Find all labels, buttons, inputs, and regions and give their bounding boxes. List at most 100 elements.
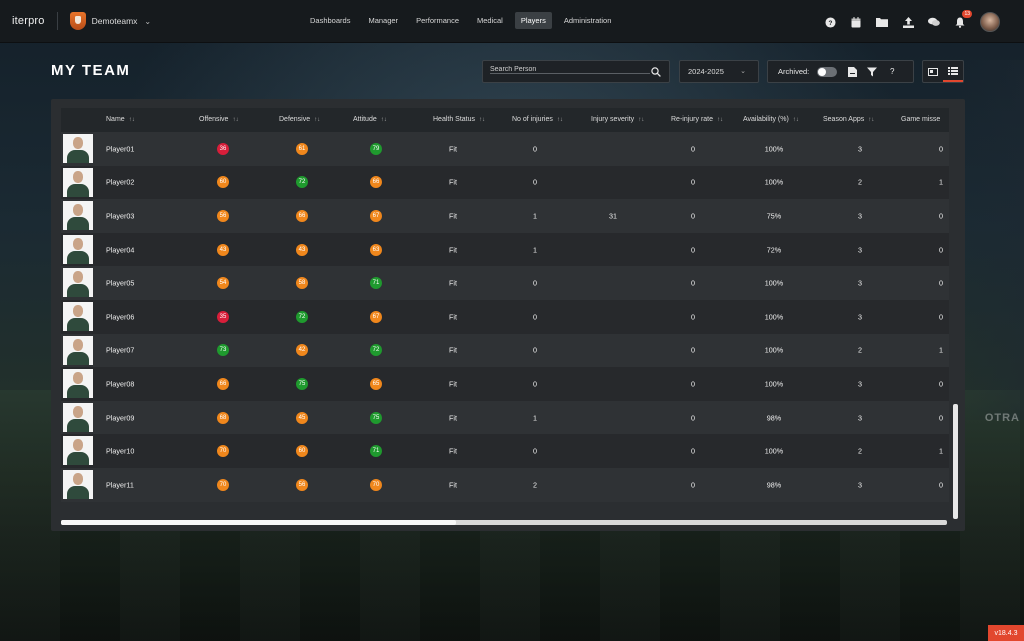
vertical-scrollbar[interactable] xyxy=(953,122,958,519)
bell-icon[interactable]: 13 xyxy=(954,10,972,28)
nav-administration[interactable]: Administration xyxy=(563,16,612,25)
filter-icon[interactable] xyxy=(867,67,878,77)
availability: 72% xyxy=(766,245,782,255)
player-name[interactable]: Player11 xyxy=(106,480,134,490)
column-label: Injury severity xyxy=(591,116,635,123)
sort-icon[interactable]: ↑↓ xyxy=(638,117,645,123)
archived-toggle[interactable] xyxy=(817,66,838,77)
table-row[interactable]: Player05 54 58 71 Fit 0 0 100% 3 0 xyxy=(61,266,949,300)
stadium-stand xyxy=(954,60,1024,420)
table-row[interactable]: Player01 36 61 79 Fit 0 0 100% 3 0 xyxy=(61,132,949,166)
defensive-score: 61 xyxy=(296,142,308,155)
player-name[interactable]: Player02 xyxy=(106,177,135,187)
sort-icon[interactable]: ↑↓ xyxy=(792,117,799,123)
user-avatar[interactable] xyxy=(980,12,1000,32)
question-icon[interactable]: ? xyxy=(890,67,895,76)
table-row[interactable]: Player10 70 60 71 Fit 0 0 100% 2 1 xyxy=(61,434,949,468)
sort-icon[interactable]: ↑↓ xyxy=(128,117,135,123)
games-missed: 0 xyxy=(939,480,943,490)
player-photo xyxy=(63,234,93,264)
search-icon[interactable] xyxy=(651,67,661,77)
table-row[interactable]: Player06 35 72 67 Fit 0 0 100% 3 0 xyxy=(61,300,949,334)
player-photo xyxy=(63,302,93,331)
team-crest-icon xyxy=(69,12,86,30)
nav-players[interactable]: Players xyxy=(514,12,552,29)
injuries-count: 0 xyxy=(533,144,537,154)
attitude-score: 72 xyxy=(370,344,382,357)
table-row[interactable]: Player04 43 43 63 Fit 1 0 72% 3 0 xyxy=(61,232,949,267)
chat-icon[interactable] xyxy=(928,16,940,28)
th-games-missed[interactable]: Game misse xyxy=(901,116,940,123)
th-injuries[interactable]: No of injuries ↑↓ xyxy=(512,116,563,123)
reinjury-rate: 0 xyxy=(691,446,695,456)
th-injury-severity[interactable]: Injury severity ↑↓ xyxy=(591,116,644,123)
team-selector[interactable]: Demoteamx xyxy=(91,16,138,26)
notification-badge: 13 xyxy=(962,10,972,18)
nav-manager[interactable]: Manager xyxy=(368,16,399,25)
column-label: Game misse xyxy=(901,116,941,123)
th-name[interactable]: Name ↑↓ xyxy=(106,116,135,123)
th-attitude[interactable]: Attitude ↑↓ xyxy=(353,116,387,123)
sort-icon[interactable]: ↑↓ xyxy=(232,117,239,123)
list-view-icon[interactable] xyxy=(943,61,963,82)
version-badge: v18.4.3 xyxy=(988,625,1024,641)
calendar-icon[interactable] xyxy=(850,16,862,28)
th-defensive[interactable]: Defensive ↑↓ xyxy=(279,116,320,123)
player-name[interactable]: Player10 xyxy=(106,446,135,456)
sort-icon[interactable]: ↑↓ xyxy=(868,117,875,123)
chevron-down-icon[interactable]: ⌄ xyxy=(144,16,152,26)
card-view-icon[interactable] xyxy=(923,61,943,82)
page-title: MY TEAM xyxy=(51,62,131,79)
player-name[interactable]: Player04 xyxy=(106,245,135,255)
games-missed: 0 xyxy=(939,245,943,255)
games-missed: 0 xyxy=(939,211,943,221)
sort-icon[interactable]: ↑↓ xyxy=(380,117,387,123)
help-icon[interactable]: ? xyxy=(824,16,836,28)
horizontal-scrollbar[interactable] xyxy=(61,520,947,525)
top-navigation-bar: iterpro Demoteamx ⌄ Dashboards Manager P… xyxy=(0,0,1024,43)
search-input[interactable] xyxy=(490,66,650,74)
nav-performance[interactable]: Performance xyxy=(416,16,459,25)
player-name[interactable]: Player08 xyxy=(106,379,135,389)
horizontal-scroll-thumb[interactable] xyxy=(61,520,456,525)
table-row[interactable]: Player11 70 56 70 Fit 2 0 98% 3 0 xyxy=(61,468,949,502)
player-name[interactable]: Player01 xyxy=(106,144,135,154)
season-select[interactable]: 2024-2025 ⌄ xyxy=(679,60,759,83)
player-name[interactable]: Player06 xyxy=(106,312,135,322)
sort-icon[interactable]: ↑↓ xyxy=(556,117,563,123)
availability: 100% xyxy=(764,144,784,154)
nav-medical[interactable]: Medical xyxy=(477,16,503,25)
sort-icon[interactable]: ↑↓ xyxy=(717,117,724,123)
table-row[interactable]: Player02 60 72 66 Fit 0 0 100% 2 1 xyxy=(61,165,949,200)
vertical-scroll-thumb[interactable] xyxy=(953,404,958,519)
th-health-status[interactable]: Health Status ↑↓ xyxy=(433,116,485,123)
player-name[interactable]: Player05 xyxy=(106,278,135,288)
sort-icon[interactable]: ↑↓ xyxy=(479,117,486,123)
table-row[interactable]: Player08 66 75 65 Fit 0 0 100% 3 0 xyxy=(61,367,949,401)
player-photo xyxy=(63,268,93,298)
app-logo[interactable]: iterpro xyxy=(12,15,45,27)
report-icon[interactable] xyxy=(847,66,857,77)
upload-icon[interactable] xyxy=(902,16,914,28)
player-name[interactable]: Player09 xyxy=(106,413,135,423)
players-table: Name ↑↓ Offensive ↑↓ Defensive ↑↓ Attitude ↑↓ He… xyxy=(61,108,949,519)
sort-icon[interactable]: ↑↓ xyxy=(314,117,321,123)
availability: 100% xyxy=(764,177,784,187)
th-reinjury-rate[interactable]: Re-injury rate ↑↓ xyxy=(671,116,723,123)
table-row[interactable]: Player03 56 66 67 Fit 1 31 0 75% 3 0 xyxy=(61,199,949,233)
table-row[interactable]: Player09 68 45 75 Fit 1 0 98% 3 0 xyxy=(61,400,949,435)
th-offensive[interactable]: Offensive ↑↓ xyxy=(199,116,238,123)
season-apps: 3 xyxy=(858,413,862,423)
table-row[interactable]: Player07 73 42 72 Fit 0 0 100% 2 1 xyxy=(61,333,949,368)
reinjury-rate: 0 xyxy=(691,245,695,255)
player-name[interactable]: Player07 xyxy=(106,345,135,355)
column-label: No of injuries xyxy=(512,116,553,123)
nav-dashboards[interactable]: Dashboards xyxy=(310,16,351,25)
folder-icon[interactable] xyxy=(876,16,888,28)
th-availability[interactable]: Availability (%) ↑↓ xyxy=(743,116,799,123)
th-season-apps[interactable]: Season Apps ↑↓ xyxy=(823,116,874,123)
health-status: Fit xyxy=(449,413,457,423)
availability: 98% xyxy=(766,413,782,423)
injuries-count: 1 xyxy=(533,245,537,255)
player-name[interactable]: Player03 xyxy=(106,211,135,221)
